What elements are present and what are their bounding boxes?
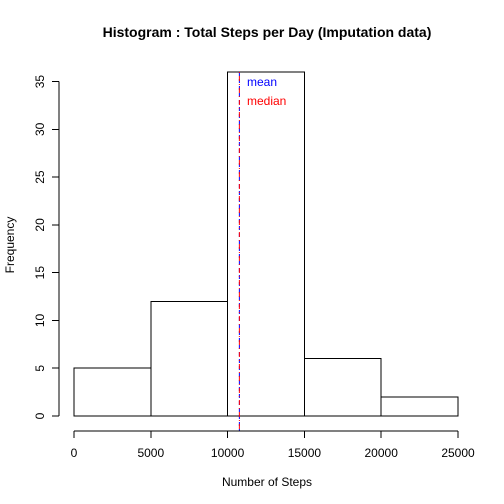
histogram-bar xyxy=(73,367,152,417)
histogram-bar xyxy=(227,71,305,417)
y-tick-label: 25 xyxy=(33,170,47,184)
y-tick-label: 5 xyxy=(33,365,47,372)
x-tick-label: 25000 xyxy=(441,446,475,460)
x-tick-label: 0 xyxy=(71,446,78,460)
histogram-bar xyxy=(380,396,459,417)
legend: mean median xyxy=(247,75,286,108)
x-tick-label: 20000 xyxy=(365,446,399,460)
chart-title: Histogram : Total Steps per Day (Imputat… xyxy=(103,24,432,40)
y-tick-label: 35 xyxy=(33,75,47,89)
legend-entry-mean: mean xyxy=(247,75,277,89)
y-tick-label: 30 xyxy=(33,122,47,136)
y-axis: 0 5 10 15 20 25 30 35 xyxy=(33,75,60,419)
x-tick-label: 5000 xyxy=(137,446,164,460)
bars-group xyxy=(73,71,459,417)
legend-entry-median: median xyxy=(247,94,286,108)
y-axis-label: Frequency xyxy=(3,217,17,274)
x-axis: 0 5000 10000 15000 20000 25000 xyxy=(71,430,475,460)
histogram-bar xyxy=(303,358,382,417)
histogram-bar xyxy=(150,300,229,417)
x-tick-label: 15000 xyxy=(288,446,322,460)
y-tick-label: 0 xyxy=(33,412,47,419)
y-tick-label: 15 xyxy=(33,266,47,280)
x-axis-label: Number of Steps xyxy=(222,475,312,489)
x-tick-label: 10000 xyxy=(211,446,245,460)
y-tick-label: 10 xyxy=(33,313,47,327)
y-tick-label: 20 xyxy=(33,218,47,232)
